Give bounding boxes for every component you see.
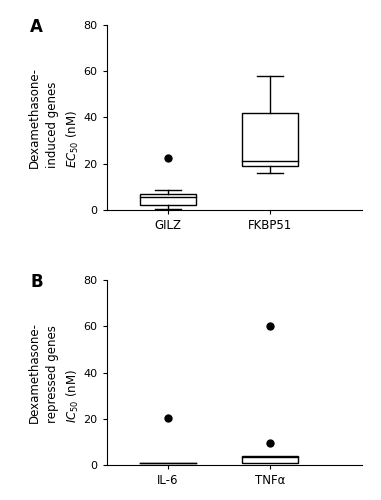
Y-axis label: Dexamethasone-
repressed genes
$IC_{50}$ (nM): Dexamethasone- repressed genes $IC_{50}$…	[28, 322, 81, 423]
Text: B: B	[30, 272, 43, 290]
Bar	[242, 456, 298, 462]
Y-axis label: Dexamethasone-
induced genes
$EC_{50}$ (nM): Dexamethasone- induced genes $EC_{50}$ (…	[28, 67, 81, 168]
Text: A: A	[30, 18, 43, 36]
Bar	[242, 113, 298, 166]
Bar	[140, 194, 196, 205]
